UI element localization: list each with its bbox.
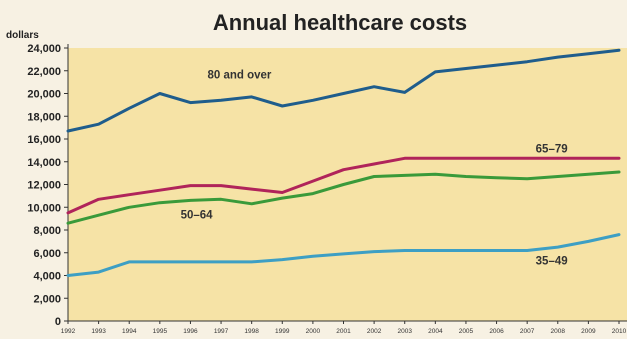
- y-tick-label: 10,000: [27, 202, 61, 214]
- x-tick-label: 2009: [581, 328, 596, 335]
- x-tick-label: 1997: [214, 328, 229, 335]
- x-tick-label: 1998: [244, 328, 259, 335]
- x-tick-label: 1994: [122, 328, 137, 335]
- y-tick-label: 6,000: [33, 248, 61, 260]
- y-tick-label: 0: [55, 316, 61, 328]
- x-tick-label: 2003: [397, 328, 412, 335]
- x-tick-label: 2010: [612, 328, 627, 335]
- x-tick-label: 2005: [459, 328, 474, 335]
- chart-title: Annual healthcare costs: [213, 10, 467, 35]
- x-tick-label: 1995: [153, 328, 168, 335]
- y-tick-label: 24,000: [27, 43, 61, 55]
- y-tick-label: 16,000: [27, 134, 61, 146]
- series-label-1: 80 and over: [207, 69, 271, 81]
- y-tick-label: 2,000: [33, 293, 61, 305]
- series-line-4: [66, 233, 621, 277]
- x-tick-label: 2004: [428, 328, 443, 335]
- y-tick-label: 8,000: [33, 225, 61, 237]
- series-label-2: 65–79: [536, 143, 568, 155]
- x-tick-label: 2001: [336, 328, 351, 335]
- series-label-3: 50–64: [181, 209, 214, 221]
- x-tick-label: 2006: [489, 328, 504, 335]
- x-tick-label: 2002: [367, 328, 382, 335]
- series-line-3: [66, 170, 621, 225]
- x-tick-label: 1999: [275, 328, 290, 335]
- series-label-4: 35–49: [536, 255, 568, 267]
- y-tick-label: 14,000: [27, 157, 61, 169]
- x-tick-label: 2000: [306, 328, 321, 335]
- series-line-1: [66, 48, 621, 133]
- y-axis-label: dollars: [6, 30, 39, 41]
- y-tick-label: 18,000: [27, 111, 61, 123]
- x-tick-label: 1996: [183, 328, 198, 335]
- x-tick-label: 1993: [91, 328, 106, 335]
- y-tick-label: 12,000: [27, 180, 61, 192]
- y-tick-label: 20,000: [27, 89, 61, 101]
- series-lines: [66, 48, 621, 277]
- x-axis: 1992 1993 1994 1995 1996 1997 1998 1999 2000 2001…: [61, 320, 627, 335]
- x-tick-label: 2007: [520, 328, 535, 335]
- y-tick-label: 22,000: [27, 66, 61, 78]
- y-tick-label: 4,000: [33, 271, 61, 283]
- series-line-2: [66, 156, 621, 215]
- series-labels: 80 and over 65–79 50–64 35–49: [181, 69, 568, 267]
- x-tick-label: 1992: [61, 328, 76, 335]
- x-tick-label: 2008: [551, 328, 566, 335]
- y-axis: 0 2,000 4,000 6,000 8,000 10,000 12,000 14,000 1…: [27, 43, 69, 328]
